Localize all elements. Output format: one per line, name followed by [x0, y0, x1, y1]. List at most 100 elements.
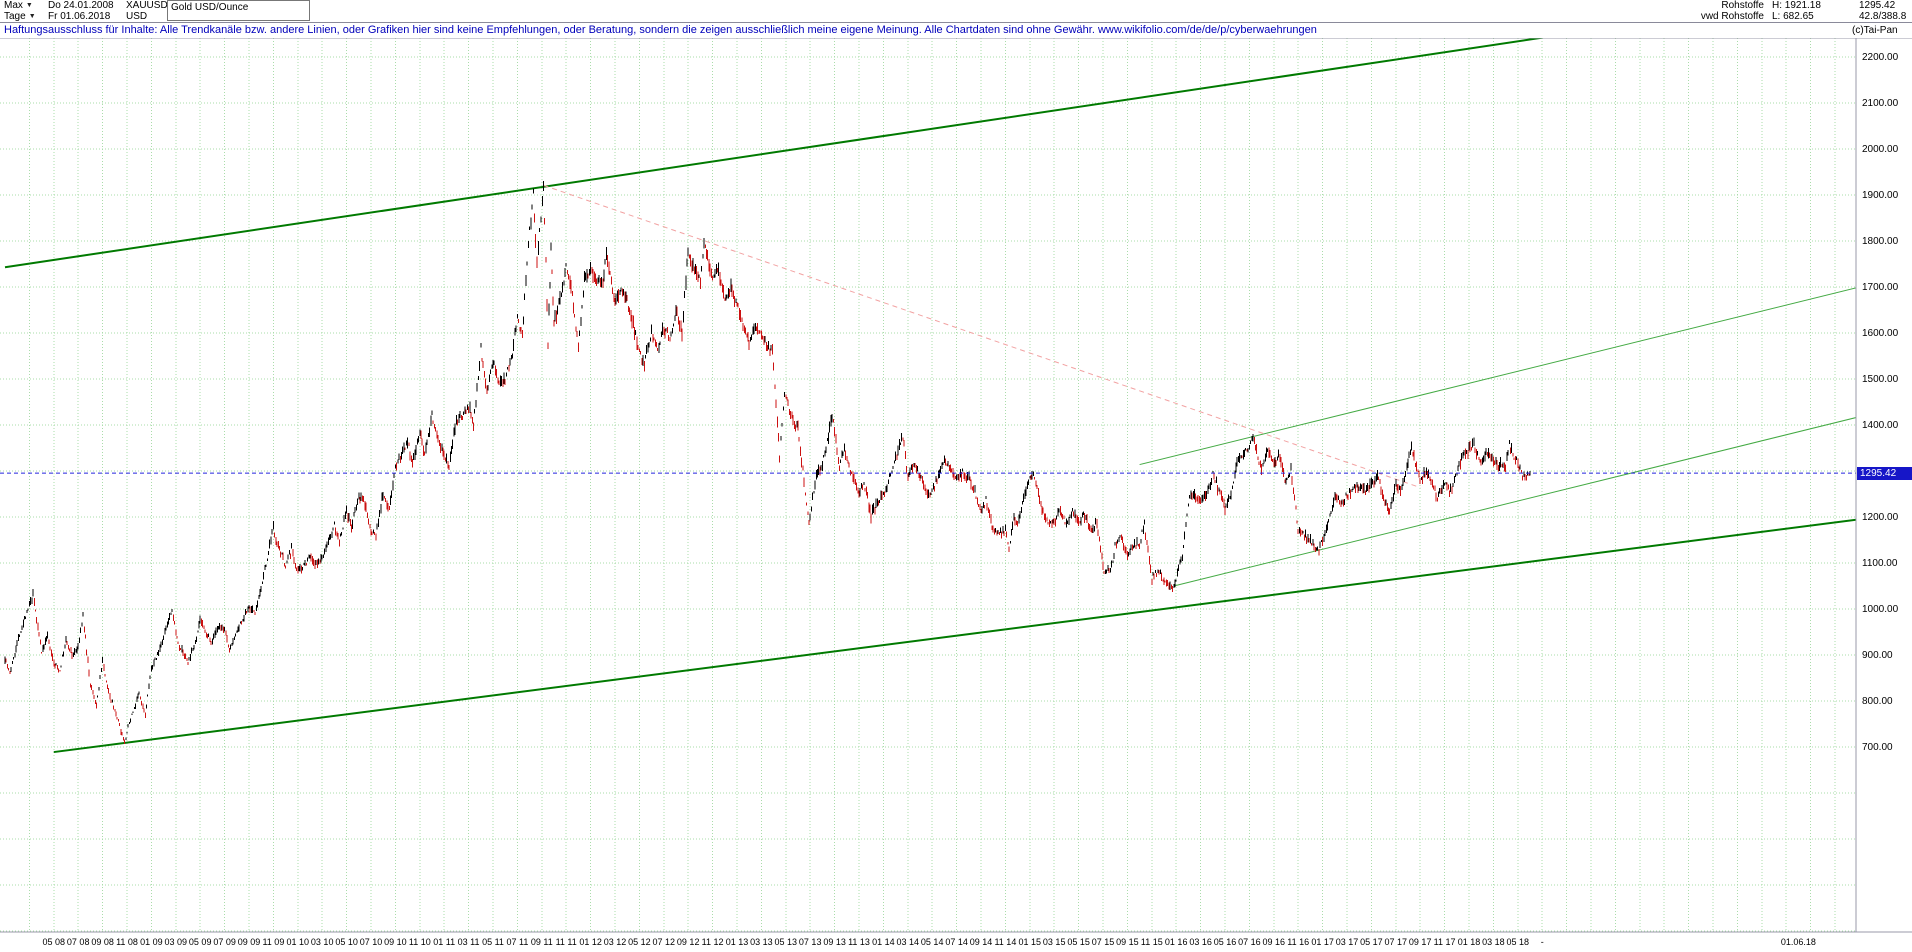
svg-text:09 14: 09 14 [970, 937, 993, 947]
svg-text:01 09: 01 09 [140, 937, 163, 947]
svg-text:11 13: 11 13 [848, 937, 870, 947]
svg-text:01.06.18: 01.06.18 [1781, 937, 1816, 947]
svg-text:05 08: 05 08 [43, 937, 66, 947]
currency-label: USD [126, 11, 148, 22]
svg-text:07 14: 07 14 [945, 937, 968, 947]
svg-text:07 13: 07 13 [799, 937, 822, 947]
svg-text:01 14: 01 14 [872, 937, 895, 947]
svg-text:05 11: 05 11 [482, 937, 504, 947]
svg-text:1800.00: 1800.00 [1862, 236, 1899, 247]
svg-text:11 11: 11 11 [556, 937, 577, 947]
svg-text:07 12: 07 12 [653, 937, 676, 947]
svg-text:07 15: 07 15 [1092, 937, 1115, 947]
period-select[interactable]: Tage ▼ [4, 11, 36, 22]
svg-text:11 15: 11 15 [1141, 937, 1163, 947]
svg-text:11 16: 11 16 [1287, 937, 1309, 947]
category-label: Rohstoffe [1721, 0, 1764, 11]
svg-text:03 17: 03 17 [1336, 937, 1359, 947]
svg-text:07 17: 07 17 [1385, 937, 1408, 947]
svg-text:1100.00: 1100.00 [1862, 558, 1898, 569]
svg-text:01 17: 01 17 [1311, 937, 1334, 947]
svg-text:03 09: 03 09 [165, 937, 188, 947]
svg-text:09 12: 09 12 [677, 937, 700, 947]
svg-text:2000.00: 2000.00 [1862, 144, 1899, 155]
svg-text:11 10: 11 10 [409, 937, 431, 947]
chart-grid [0, 38, 1856, 932]
svg-text:05 13: 05 13 [775, 937, 798, 947]
svg-text:05 12: 05 12 [628, 937, 651, 947]
range-select[interactable]: Max ▼ [4, 0, 33, 11]
svg-text:09 13: 09 13 [823, 937, 846, 947]
svg-text:07 11: 07 11 [506, 937, 528, 947]
svg-text:1500.00: 1500.00 [1862, 374, 1899, 385]
range-select-label: Max [4, 0, 23, 11]
svg-text:11 12: 11 12 [702, 937, 724, 947]
ratio-value: 42.8/388.8 [1859, 11, 1907, 22]
svg-text:07 16: 07 16 [1238, 937, 1261, 947]
svg-text:1000.00: 1000.00 [1862, 604, 1899, 615]
instrument-title: Gold USD/Ounce [167, 0, 310, 21]
svg-text:01 15: 01 15 [1019, 937, 1042, 947]
svg-text:05 14: 05 14 [921, 937, 944, 947]
svg-text:05 17: 05 17 [1360, 937, 1383, 947]
svg-text:03 10: 03 10 [311, 937, 334, 947]
chevron-down-icon: ▼ [28, 13, 36, 20]
svg-text:2100.00: 2100.00 [1862, 98, 1899, 109]
copyright-label: (c)Tai-Pan [1852, 25, 1898, 36]
svg-text:09 17: 09 17 [1409, 937, 1432, 947]
price-series [4, 181, 1531, 744]
trend-lines [4, 38, 1856, 754]
svg-text:1600.00: 1600.00 [1862, 328, 1899, 339]
svg-text:07 10: 07 10 [360, 937, 383, 947]
svg-text:05 15: 05 15 [1067, 937, 1090, 947]
svg-text:700.00: 700.00 [1862, 742, 1893, 753]
svg-text:03 12: 03 12 [604, 937, 627, 947]
svg-text:11 08: 11 08 [116, 937, 138, 947]
low-value: L: 682.65 [1772, 11, 1814, 22]
period-select-label: Tage [4, 11, 26, 22]
svg-text:11 09: 11 09 [262, 937, 284, 947]
svg-text:01 16: 01 16 [1165, 937, 1188, 947]
svg-text:-: - [1541, 937, 1544, 947]
svg-text:07 09: 07 09 [213, 937, 236, 947]
svg-text:1200.00: 1200.00 [1862, 512, 1899, 523]
disclaimer-text: Haftungsausschluss für Inhalte: Alle Tre… [4, 24, 1317, 36]
svg-text:09 15: 09 15 [1116, 937, 1139, 947]
svg-text:2200.00: 2200.00 [1862, 52, 1899, 63]
source-label: vwd Rohstoffe [1700, 11, 1764, 22]
svg-text:09 08: 09 08 [91, 937, 114, 947]
svg-text:03 15: 03 15 [1043, 937, 1066, 947]
svg-text:01 13: 01 13 [726, 937, 749, 947]
x-axis[interactable]: 05 08 07 08 09 08 11 08 01 09 03 09 05 09 07 09… [43, 937, 1816, 947]
svg-text:03 14: 03 14 [897, 937, 920, 947]
y-axis[interactable]: 700.00 800.00 900.00 1000.00 1100.00 1200.00 1… [1862, 52, 1899, 753]
svg-text:01 10: 01 10 [287, 937, 310, 947]
svg-text:05 16: 05 16 [1214, 937, 1237, 947]
svg-text:05 09: 05 09 [189, 937, 212, 947]
svg-text:09 11: 09 11 [531, 937, 553, 947]
svg-text:05 18: 05 18 [1507, 937, 1530, 947]
header-separator [0, 22, 1912, 23]
svg-text:07 08: 07 08 [67, 937, 90, 947]
svg-text:900.00: 900.00 [1862, 650, 1893, 661]
high-value: H: 1921.18 [1772, 0, 1821, 11]
chevron-down-icon: ▼ [25, 2, 33, 9]
svg-text:03 16: 03 16 [1189, 937, 1212, 947]
start-date: Do 24.01.2008 [48, 0, 114, 11]
symbol: XAUUSD [126, 0, 168, 11]
svg-text:03 11: 03 11 [458, 937, 480, 947]
svg-text:03 18: 03 18 [1482, 937, 1505, 947]
svg-text:05 10: 05 10 [335, 937, 358, 947]
end-date: Fr 01.06.2018 [48, 11, 111, 22]
svg-text:09 16: 09 16 [1263, 937, 1286, 947]
svg-text:03 13: 03 13 [750, 937, 773, 947]
svg-text:1400.00: 1400.00 [1862, 420, 1899, 431]
last-price-tag: 1295.42 [1857, 466, 1912, 480]
svg-text:01 18: 01 18 [1458, 937, 1481, 947]
svg-text:1900.00: 1900.00 [1862, 190, 1899, 201]
svg-text:11 14: 11 14 [994, 937, 1016, 947]
svg-text:11 17: 11 17 [1434, 937, 1456, 947]
svg-text:09 10: 09 10 [384, 937, 407, 947]
last-price-value: 1295.42 [1859, 0, 1896, 11]
